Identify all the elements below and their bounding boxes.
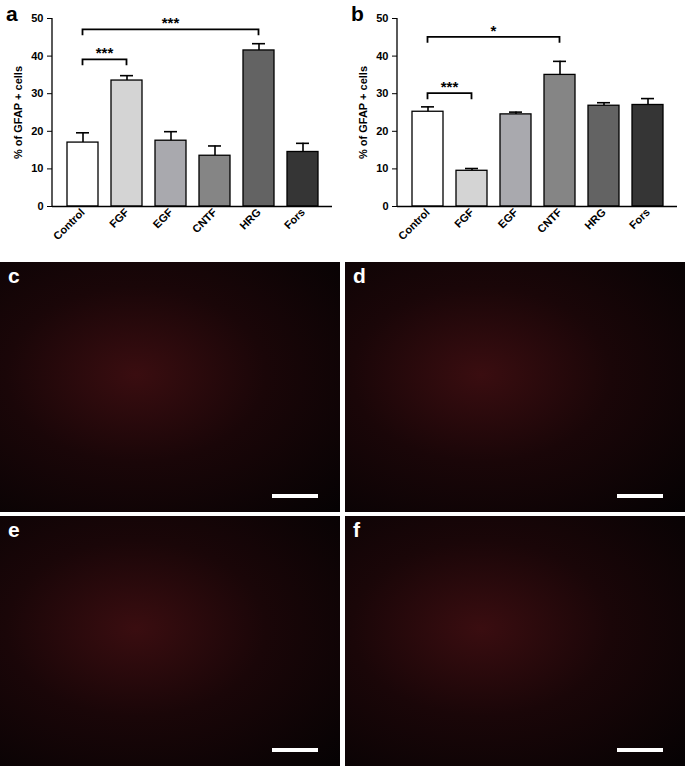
svg-text:30: 30 [376,87,388,99]
svg-text:CNTF: CNTF [535,206,564,235]
svg-text:EGF: EGF [495,206,520,231]
svg-text:20: 20 [31,125,43,137]
html-text:f: f [353,518,360,541]
svg-text:Fors: Fors [627,206,652,231]
svg-text:0: 0 [37,200,43,212]
svg-text:FGF: FGF [107,206,131,230]
svg-text:10: 10 [31,162,43,174]
svg-text:***: *** [162,14,180,31]
svg-text:*: * [491,22,497,39]
html-text:b: b [351,2,364,25]
svg-text:30: 30 [31,87,43,99]
svg-text:Control: Control [396,206,432,242]
svg-text:0: 0 [382,200,388,212]
svg-text:50: 50 [31,12,43,24]
svg-text:% of GFAP + cells: % of GFAP + cells [12,66,24,159]
html-text:d: d [353,264,366,287]
svg-text:HRG: HRG [237,206,263,232]
svg-text:20: 20 [376,125,388,137]
html-text:a: a [6,2,18,25]
svg-text:% of GFAP + cells: % of GFAP + cells [357,66,369,159]
svg-text:***: *** [96,44,114,61]
svg-text:Fors: Fors [282,206,307,231]
svg-text:***: *** [441,78,459,95]
svg-text:EGF: EGF [150,206,175,231]
svg-text:50: 50 [376,12,388,24]
svg-text:HRG: HRG [582,206,608,232]
svg-text:40: 40 [31,50,43,62]
svg-text:10: 10 [376,162,388,174]
svg-text:FGF: FGF [452,206,476,230]
svg-text:CNTF: CNTF [190,206,219,235]
svg-text:40: 40 [376,50,388,62]
html-text:e: e [8,518,20,541]
html-text:c: c [8,264,20,287]
svg-text:Control: Control [51,206,87,242]
